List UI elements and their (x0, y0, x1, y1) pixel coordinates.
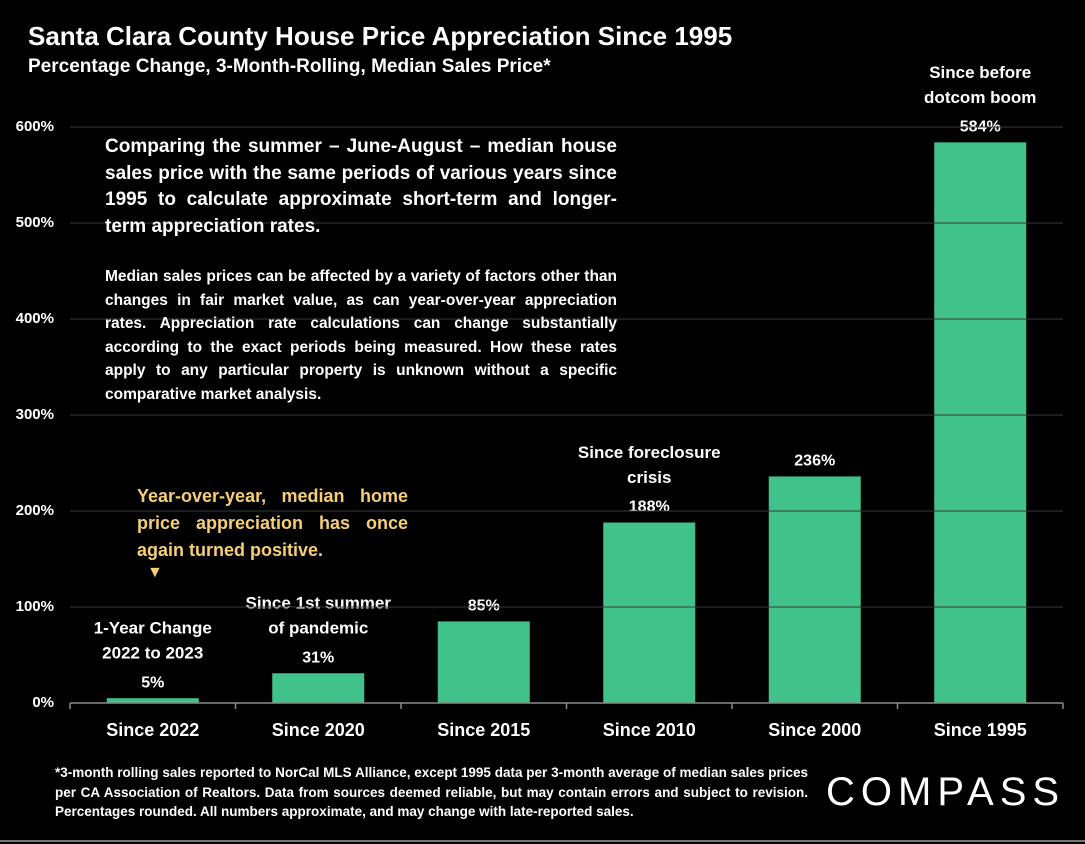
bar (768, 476, 861, 703)
x-tick-label: Since 2015 (437, 720, 530, 740)
bar (934, 142, 1027, 704)
logo: COMPASS (826, 770, 1066, 814)
y-tick-label: 100% (16, 598, 54, 615)
bar (272, 673, 365, 703)
bar-annotation: Since 1st summer (245, 594, 391, 613)
y-tick-label: 200% (16, 502, 54, 519)
bar-annotation: of pandemic (268, 619, 368, 638)
x-tick-label: Since 2022 (106, 720, 199, 740)
value-label: 31% (302, 649, 334, 666)
bar (603, 522, 696, 703)
note-1: Comparing the summer – June-August – med… (105, 136, 617, 237)
bar (106, 698, 199, 703)
y-tick-label: 600% (16, 118, 54, 135)
bar-annotation: crisis (627, 468, 671, 487)
value-label: 188% (629, 499, 670, 516)
x-tick-label: Since 1995 (934, 720, 1027, 740)
y-tick-label: 0% (32, 694, 54, 711)
callout: Year-over-year, median home price apprec… (137, 486, 408, 560)
x-tick-label: Since 2000 (768, 720, 861, 740)
y-tick-label: 400% (16, 310, 54, 327)
note-2: Median sales prices can be affected by a… (105, 268, 617, 403)
x-tick-label: Since 2010 (603, 720, 696, 740)
value-label: 85% (468, 598, 500, 615)
bar (437, 621, 530, 703)
footnote: *3-month rolling sales reported to NorCa… (55, 765, 808, 819)
y-tick-label: 300% (16, 406, 54, 423)
bar-annotation: 1-Year Change (94, 619, 212, 638)
callout-arrow: ▼ (147, 564, 163, 581)
bar-annotation: Since before (929, 63, 1031, 82)
bar-annotation: dotcom boom (924, 88, 1036, 107)
y-tick-label: 500% (16, 214, 54, 231)
value-label: 5% (141, 674, 164, 691)
bar-annotation: 2022 to 2023 (102, 644, 203, 663)
chart-subtitle: Percentage Change, 3-Month-Rolling, Medi… (28, 56, 551, 77)
bar-annotation: Since foreclosure (578, 443, 721, 462)
chart-title: Santa Clara County House Price Appreciat… (28, 21, 732, 51)
value-label: 236% (794, 453, 835, 470)
x-tick-label: Since 2020 (272, 720, 365, 740)
